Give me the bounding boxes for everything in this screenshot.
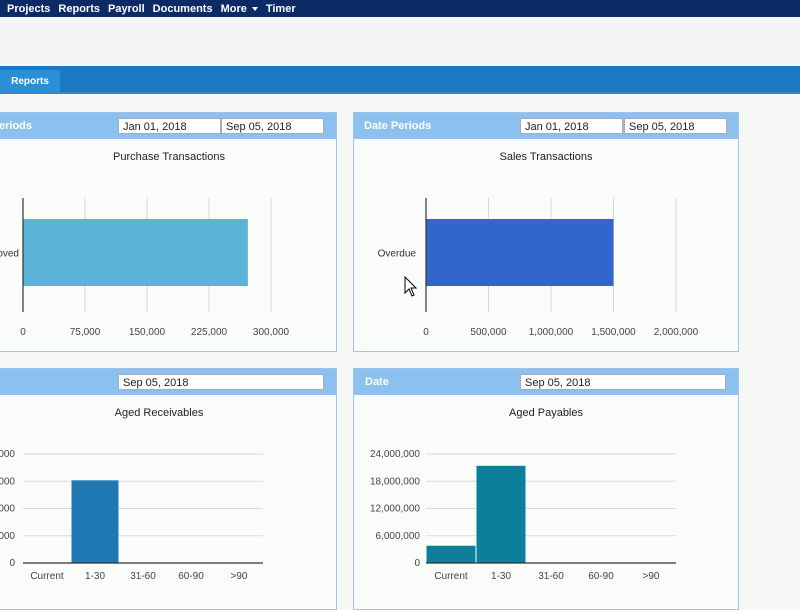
tab-bar: Reports [0,66,800,94]
category-label: 60-90 [588,571,614,582]
sales-chart: Sales Transactions 0 500,000 1,000,000 1,500… [378,151,699,338]
x-tick-label: 150,000 [129,327,166,338]
nav-projects[interactable]: Projects [7,2,51,15]
panel-header-label: eriods [0,120,33,132]
x-tick-label: 300,000 [253,327,290,338]
category-label: >90 [231,571,248,582]
purchase-chart: Purchase Transactions 0 75,000 150,000 225,0… [0,151,290,338]
panel-header: Date Sep 05, 2018 [354,369,738,395]
nav-more-label: More [220,2,247,15]
bar [426,219,614,286]
toolbar-area [0,17,800,66]
category-label: oved [0,249,19,260]
bar [426,545,476,563]
x-tick-label: 0 [423,327,429,338]
bar [23,219,248,286]
y-tick-label: 000 [0,504,15,515]
chart-title: Aged Payables [509,407,583,419]
category-label: 31-60 [130,571,156,582]
category-label: >90 [643,571,660,582]
purchase-panel: eriods Jan 01, 2018 Sep 05, 2018 Purchas… [0,112,337,352]
date-field[interactable]: Sep 05, 2018 [520,374,726,390]
nav-more[interactable]: More [221,3,258,15]
y-tick-label: 000 [0,449,15,460]
date-from-field[interactable]: Jan 01, 2018 [118,118,221,134]
y-tick-label: 18,000,000 [370,476,420,487]
payables-panel: Date Sep 05, 2018 Aged Payables 0 6,000,00… [353,368,739,610]
x-tick-label: 75,000 [70,327,101,338]
sales-panel: Date Periods Jan 01, 2018 Sep 05, 2018 S… [353,112,739,352]
y-tick-label: 000 [0,476,15,487]
nav-documents[interactable]: Documents [152,2,213,15]
date-to-field[interactable]: Sep 05, 2018 [624,118,727,134]
nav-payroll[interactable]: Payroll [107,2,145,15]
top-nav: Projects Reports Payroll Documents More … [0,0,800,17]
nav-timer[interactable]: Timer [265,2,296,15]
panel-header: eriods Jan 01, 2018 Sep 05, 2018 [0,113,336,139]
x-tick-label: 1,500,000 [591,327,636,338]
panel-header-label: Date [365,376,389,388]
x-tick-label: 2,000,000 [654,327,699,338]
category-label: 1-30 [85,571,105,582]
chart-title: Sales Transactions [500,151,593,163]
bar [476,465,526,563]
x-tick-label: 225,000 [191,327,228,338]
chart-title: Aged Receivables [115,407,204,419]
x-tick-label: 500,000 [470,327,507,338]
y-tick-label: 0 [414,558,420,569]
chevron-down-icon [251,7,258,11]
chart-title: Purchase Transactions [113,151,225,163]
payables-chart: Aged Payables 0 6,000,000 12,000,000 18,000,… [370,407,676,582]
date-to-field[interactable]: Sep 05, 2018 [221,118,324,134]
panel-header: Date Periods Jan 01, 2018 Sep 05, 2018 [354,113,738,139]
receivables-panel: Sep 05, 2018 Aged Receivables 0 000 000 000 0… [0,368,337,610]
x-tick-label: 1,000,000 [529,327,574,338]
y-tick-label: 24,000,000 [370,449,420,460]
panel-header: Sep 05, 2018 [0,369,336,395]
nav-reports[interactable]: Reports [58,2,100,15]
x-tick-label: 0 [20,327,26,338]
y-tick-label: 0 [9,558,15,569]
category-label: Current [434,571,468,582]
tab-reports[interactable]: Reports [0,70,60,92]
category-label: Current [30,571,64,582]
y-tick-label: 6,000,000 [376,531,421,542]
category-label: 60-90 [178,571,204,582]
y-tick-label: 000 [0,531,15,542]
date-field[interactable]: Sep 05, 2018 [118,374,324,390]
date-from-field[interactable]: Jan 01, 2018 [520,118,623,134]
bar [71,480,119,563]
mouse-cursor-icon [404,276,418,297]
panel-header-label: Date Periods [364,120,432,132]
category-label: 1-30 [491,571,511,582]
category-label: 31-60 [538,571,564,582]
category-label: Overdue [378,249,417,260]
y-tick-label: 12,000,000 [370,504,420,515]
